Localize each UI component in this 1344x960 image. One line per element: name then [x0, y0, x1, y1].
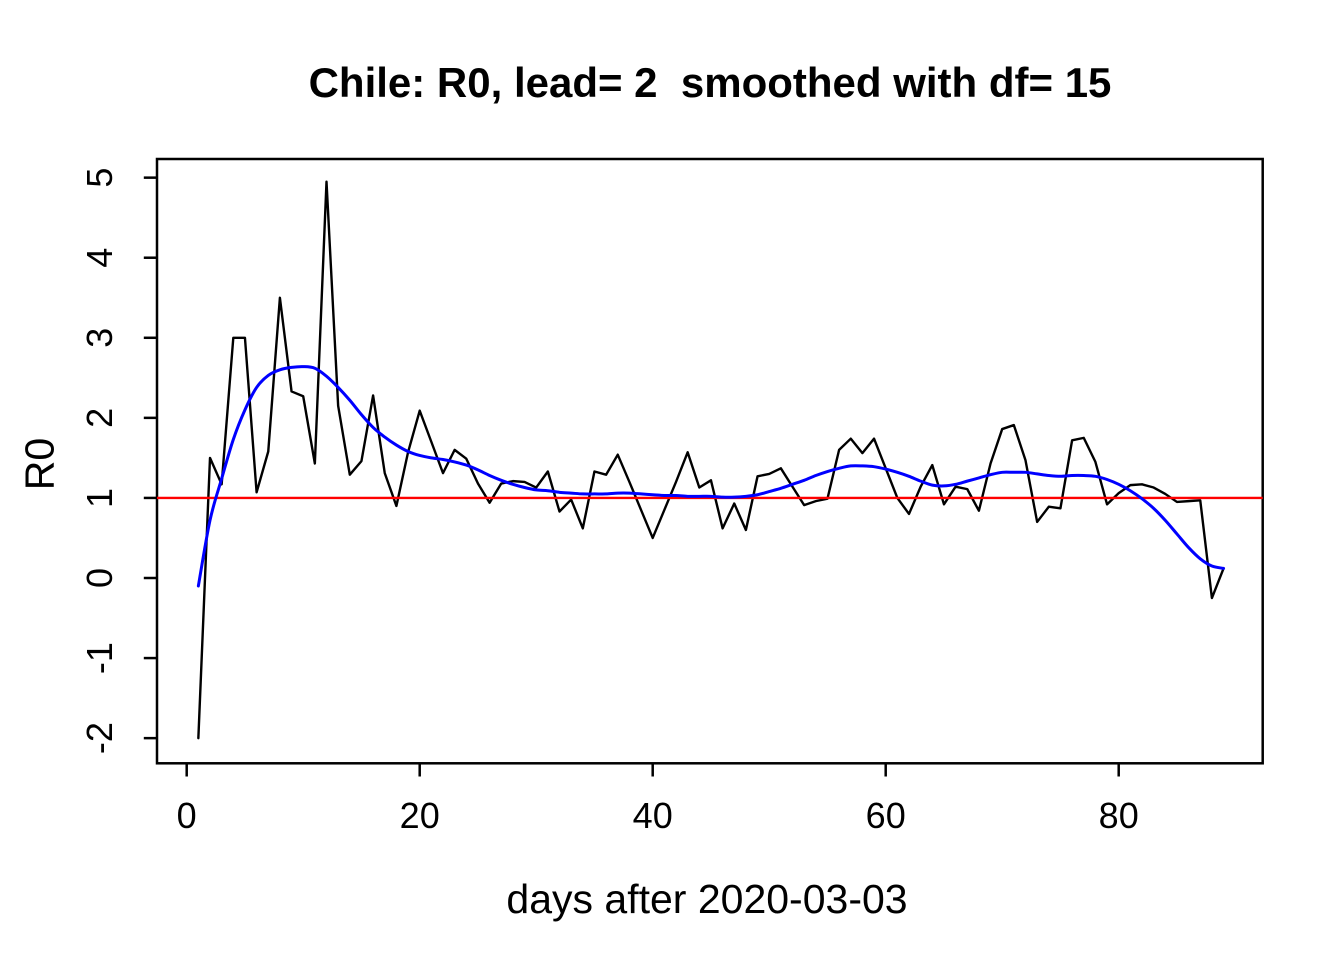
plot-box	[155, 157, 1264, 765]
y-axis-tick-label: 2	[79, 408, 120, 428]
chart-title: Chile: R0, lead= 2 smoothed with df= 15	[308, 59, 1112, 106]
y-axis-tick-label: -1	[79, 642, 120, 674]
r0-daily-line	[197, 180, 1225, 740]
y-axis-tick-label: 3	[79, 328, 120, 348]
y-axis-tick-label: 0	[79, 568, 120, 588]
y-axis-tick-label: -2	[79, 722, 120, 754]
x-axis-title: days after 2020-03-03	[506, 876, 908, 922]
x-axis-tick-label: 40	[633, 795, 673, 836]
y-axis-tick-label: 1	[79, 488, 120, 508]
x-axis-tick-label: 20	[400, 795, 440, 836]
x-axis-tick-label: 0	[177, 795, 197, 836]
x-axis-tick-label: 60	[866, 795, 906, 836]
y-axis-tick-label: 5	[79, 168, 120, 188]
r0-smoothed-line	[196, 365, 1226, 588]
y-axis-tick-label: 4	[79, 248, 120, 268]
x-axis-tick-label: 80	[1099, 795, 1139, 836]
